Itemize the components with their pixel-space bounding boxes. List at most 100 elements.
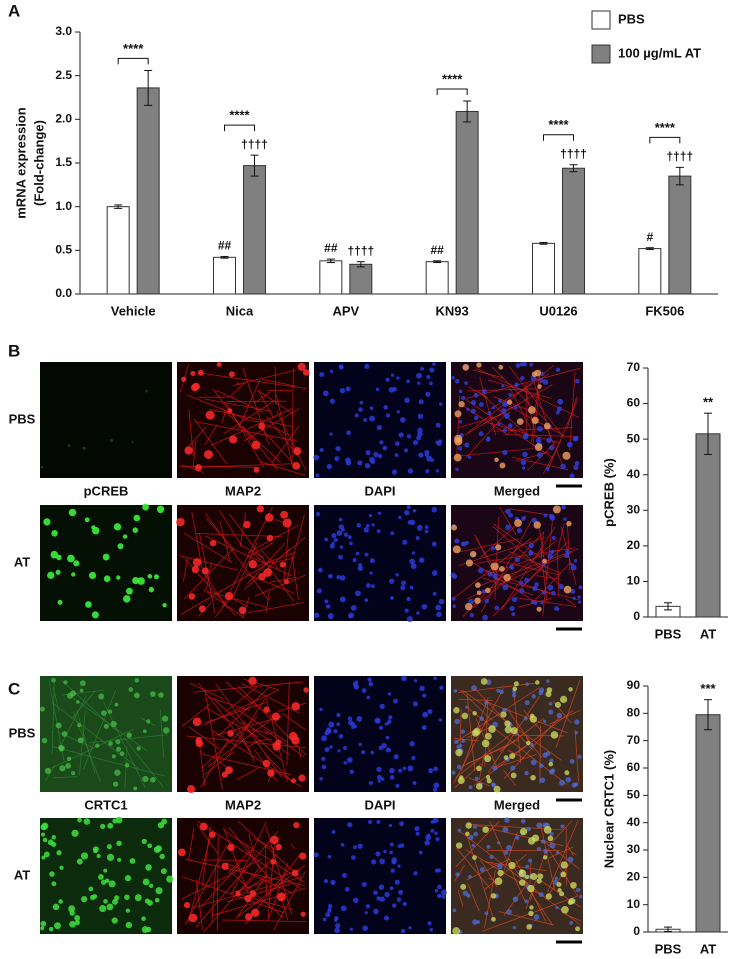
nucleus [472, 711, 477, 716]
nucleus [378, 884, 385, 890]
y-tick-label: 70 [627, 733, 641, 747]
nucleus [197, 369, 204, 376]
y-tick-label: 30 [627, 502, 641, 516]
nucleus [63, 680, 68, 685]
nucleus [497, 869, 504, 877]
neurite [103, 701, 146, 788]
neurite [51, 682, 55, 754]
nucleus [430, 828, 435, 833]
neurite [179, 555, 239, 571]
neurite [237, 709, 289, 743]
annotation: †††† [241, 137, 268, 151]
nucleus [326, 463, 333, 470]
nucleus [507, 423, 513, 429]
nucleus [51, 677, 56, 683]
nucleus [77, 817, 83, 823]
x-tick-label: PBS [655, 941, 682, 956]
nucleus [327, 855, 332, 859]
y-tick-label: 80 [627, 706, 641, 720]
nucleus [549, 842, 556, 849]
nucleus [276, 892, 286, 902]
nucleus [396, 897, 402, 902]
nucleus [462, 890, 469, 896]
nucleus [334, 916, 339, 921]
nucleus [524, 433, 528, 437]
nucleus [484, 755, 492, 763]
neurite [507, 709, 534, 747]
error-bar [463, 100, 472, 123]
nucleus [102, 553, 110, 561]
neurite [199, 862, 241, 909]
nucleus [515, 835, 520, 840]
nucleus [472, 824, 478, 829]
nucleus [79, 688, 84, 693]
nucleus [49, 871, 55, 877]
nucleus [369, 406, 374, 411]
nucleus [319, 371, 325, 377]
nucleus [568, 687, 573, 692]
nucleus [55, 569, 61, 575]
nucleus [436, 611, 442, 618]
nucleus [566, 441, 573, 448]
nucleus [557, 887, 562, 893]
nucleus [575, 887, 581, 893]
nucleus [402, 539, 408, 545]
neurite [253, 553, 266, 564]
nucleus [347, 716, 353, 721]
nucleus [74, 919, 81, 926]
neurite [290, 844, 296, 849]
nucleus [145, 864, 152, 871]
nucleus [531, 416, 539, 425]
neurite [508, 366, 564, 438]
neurite [184, 548, 234, 600]
nucleus [465, 705, 469, 709]
nucleus [484, 732, 492, 740]
neurite [203, 868, 260, 933]
nucleus [496, 841, 501, 845]
nucleus [502, 450, 508, 456]
annotation: †††† [666, 150, 693, 164]
nucleus [531, 694, 536, 699]
x-tick-label: KN93 [436, 303, 469, 318]
neurite [254, 574, 306, 597]
neurite [215, 683, 283, 778]
nucleus [487, 410, 492, 415]
neurite [483, 384, 553, 425]
nucleus [315, 473, 320, 478]
neurite [205, 562, 212, 591]
bar [695, 714, 721, 933]
nucleus [461, 712, 469, 720]
bracket-label: **** [548, 117, 569, 132]
micrograph [451, 361, 583, 479]
neurite [195, 533, 282, 538]
nucleus [438, 598, 445, 605]
nucleus [323, 879, 329, 884]
y-tick-label: 40 [627, 815, 641, 829]
nucleus [438, 718, 443, 722]
nucleus [160, 868, 167, 875]
nucleus [300, 911, 306, 917]
nucleus [454, 538, 460, 544]
neurite [226, 884, 290, 903]
nucleus [209, 539, 217, 547]
nucleus [329, 398, 335, 404]
nucleus [454, 378, 460, 384]
image-bg [314, 505, 446, 621]
nucleus [132, 527, 139, 533]
nucleus [481, 739, 490, 748]
error-bar [664, 926, 672, 932]
nucleus [153, 574, 160, 580]
nucleus [413, 679, 418, 683]
nucleus [506, 399, 513, 405]
nucleus [356, 523, 362, 528]
nucleus [59, 865, 64, 870]
nucleus [271, 712, 281, 721]
nucleus [106, 853, 115, 862]
nucleus [565, 776, 572, 783]
nucleus [117, 857, 122, 862]
nucleus [244, 894, 252, 903]
nucleus [407, 468, 414, 474]
nucleus [413, 871, 418, 876]
column-label: Merged [494, 797, 540, 812]
neurite [481, 568, 555, 596]
